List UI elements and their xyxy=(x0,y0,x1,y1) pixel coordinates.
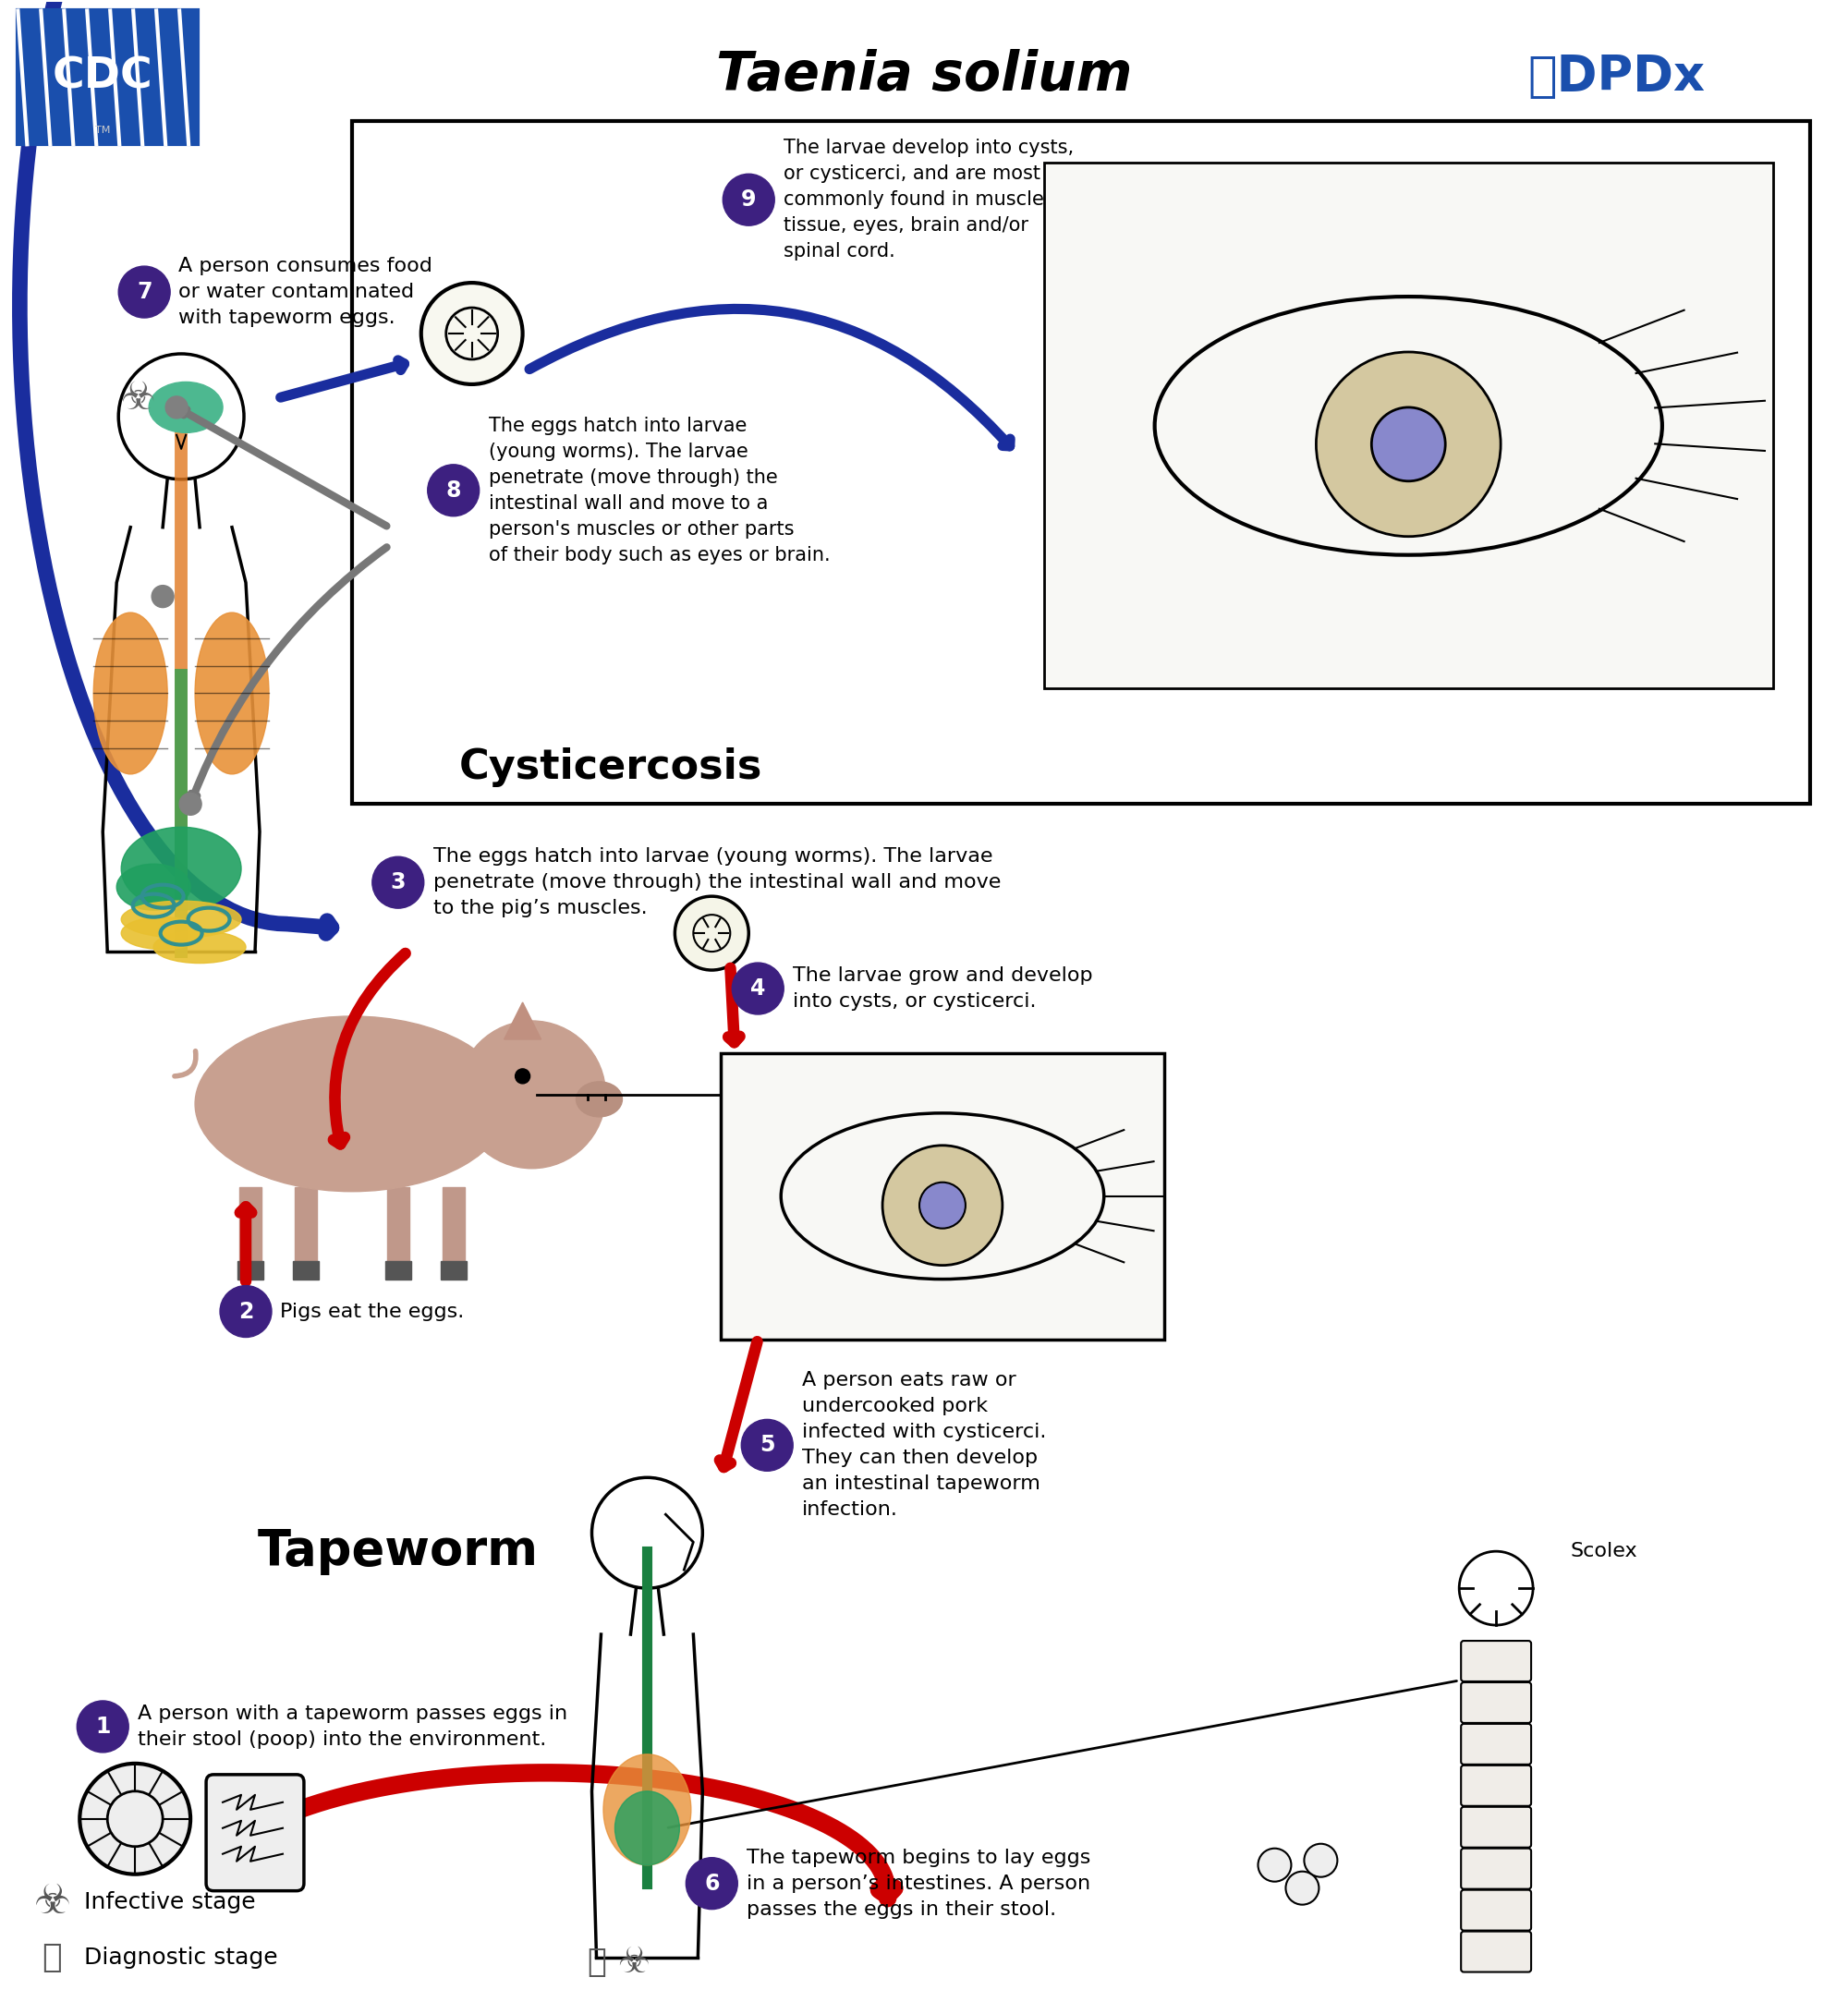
Text: Pigs eat the eggs.: Pigs eat the eggs. xyxy=(279,1303,464,1321)
Circle shape xyxy=(686,1857,737,1909)
FancyBboxPatch shape xyxy=(1462,1807,1532,1847)
Text: Cysticercosis: Cysticercosis xyxy=(458,747,761,787)
Text: 5: 5 xyxy=(760,1434,774,1456)
Circle shape xyxy=(220,1285,272,1337)
Text: 6: 6 xyxy=(704,1873,719,1895)
Text: The eggs hatch into larvae
(young worms). The larvae
penetrate (move through) th: The eggs hatch into larvae (young worms)… xyxy=(488,417,830,564)
Text: 7: 7 xyxy=(137,280,152,302)
Ellipse shape xyxy=(153,930,246,963)
FancyBboxPatch shape xyxy=(18,10,198,145)
Text: ☣: ☣ xyxy=(120,379,155,417)
FancyBboxPatch shape xyxy=(1462,1849,1532,1889)
Text: Taenia solium: Taenia solium xyxy=(715,48,1133,101)
Circle shape xyxy=(1286,1871,1319,1905)
Text: ☣: ☣ xyxy=(617,1944,649,1980)
Text: The larvae develop into cysts,
or cysticerci, and are most
commonly found in mus: The larvae develop into cysts, or cystic… xyxy=(784,139,1074,260)
Bar xyxy=(386,1186,408,1271)
FancyBboxPatch shape xyxy=(207,1774,303,1891)
Ellipse shape xyxy=(122,828,242,910)
Bar xyxy=(440,1261,466,1279)
Ellipse shape xyxy=(122,900,242,939)
FancyBboxPatch shape xyxy=(1044,163,1772,689)
Ellipse shape xyxy=(196,612,268,773)
FancyBboxPatch shape xyxy=(1462,1724,1532,1764)
Circle shape xyxy=(732,963,784,1015)
Text: The eggs hatch into larvae (young worms). The larvae
penetrate (move through) th: The eggs hatch into larvae (young worms)… xyxy=(432,848,1002,918)
Circle shape xyxy=(1371,407,1445,481)
FancyBboxPatch shape xyxy=(721,1053,1164,1339)
Text: 🔬: 🔬 xyxy=(43,1941,63,1974)
Circle shape xyxy=(179,794,201,816)
Circle shape xyxy=(421,282,523,385)
FancyBboxPatch shape xyxy=(1462,1766,1532,1807)
Ellipse shape xyxy=(116,864,190,910)
Circle shape xyxy=(1258,1849,1292,1881)
Circle shape xyxy=(1305,1843,1338,1877)
Circle shape xyxy=(79,1764,190,1875)
Ellipse shape xyxy=(122,916,205,949)
FancyBboxPatch shape xyxy=(351,121,1809,804)
Text: CDC: CDC xyxy=(52,56,153,99)
Circle shape xyxy=(118,266,170,318)
Text: The larvae grow and develop
into cysts, or cysticerci.: The larvae grow and develop into cysts, … xyxy=(793,967,1092,1011)
Circle shape xyxy=(152,586,174,608)
Text: 4: 4 xyxy=(750,977,765,999)
Bar xyxy=(384,1261,410,1279)
Circle shape xyxy=(516,1069,530,1084)
Text: 2: 2 xyxy=(238,1301,253,1323)
Bar xyxy=(442,1186,464,1271)
Ellipse shape xyxy=(577,1082,623,1118)
Bar xyxy=(238,1261,262,1279)
Text: ⓓDPDx: ⓓDPDx xyxy=(1526,52,1704,101)
Circle shape xyxy=(1316,352,1501,536)
Circle shape xyxy=(166,397,188,419)
Bar xyxy=(240,1186,261,1271)
Text: A person with a tapeworm passes eggs in
their stool (poop) into the environment.: A person with a tapeworm passes eggs in … xyxy=(139,1704,567,1748)
Text: TM: TM xyxy=(96,127,111,135)
Text: 🔬: 🔬 xyxy=(588,1946,606,1978)
Text: A person eats raw or
undercooked pork
infected with cysticerci.
They can then de: A person eats raw or undercooked pork in… xyxy=(802,1372,1046,1519)
Polygon shape xyxy=(505,1003,541,1039)
Ellipse shape xyxy=(196,1017,508,1192)
Circle shape xyxy=(371,856,423,908)
Ellipse shape xyxy=(602,1754,691,1865)
Circle shape xyxy=(427,465,479,516)
Circle shape xyxy=(883,1146,1002,1265)
Text: ☣: ☣ xyxy=(33,1881,70,1921)
Ellipse shape xyxy=(94,612,168,773)
Text: 1: 1 xyxy=(96,1716,111,1738)
FancyBboxPatch shape xyxy=(1462,1889,1532,1931)
Bar xyxy=(292,1261,318,1279)
Text: Scolex: Scolex xyxy=(1571,1543,1637,1561)
FancyBboxPatch shape xyxy=(1462,1641,1532,1682)
Circle shape xyxy=(458,1021,606,1168)
Text: 8: 8 xyxy=(445,479,460,501)
Text: Diagnostic stage: Diagnostic stage xyxy=(85,1946,277,1968)
Circle shape xyxy=(723,173,774,226)
FancyBboxPatch shape xyxy=(1462,1931,1532,1972)
Text: Tapeworm: Tapeworm xyxy=(257,1527,538,1575)
Circle shape xyxy=(741,1420,793,1470)
Ellipse shape xyxy=(150,383,224,433)
Text: A person consumes food
or water contaminated
with tapeworm eggs.: A person consumes food or water contamin… xyxy=(179,258,432,326)
Bar xyxy=(294,1186,316,1271)
Text: 3: 3 xyxy=(390,872,407,894)
Ellipse shape xyxy=(615,1790,680,1865)
Circle shape xyxy=(920,1182,965,1229)
Text: Infective stage: Infective stage xyxy=(85,1891,255,1913)
Circle shape xyxy=(675,896,748,971)
Text: 9: 9 xyxy=(741,189,756,211)
Circle shape xyxy=(78,1700,129,1752)
Text: The tapeworm begins to lay eggs
in a person’s intestines. A person
passes the eg: The tapeworm begins to lay eggs in a per… xyxy=(747,1849,1090,1919)
FancyBboxPatch shape xyxy=(1462,1682,1532,1722)
